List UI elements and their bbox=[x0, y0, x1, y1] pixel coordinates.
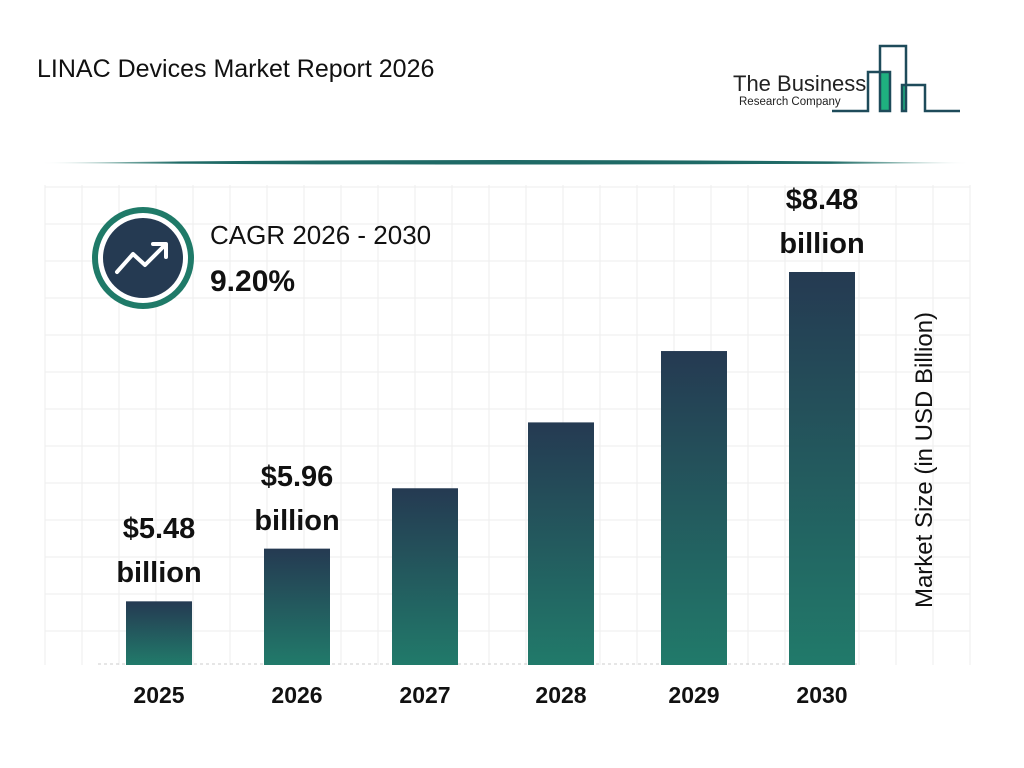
data-label: $8.48 billion bbox=[752, 178, 892, 266]
bar-2025 bbox=[126, 601, 192, 665]
bar-2026 bbox=[264, 548, 330, 665]
x-tick-label: 2030 bbox=[796, 682, 848, 708]
data-label-line1: $8.48 bbox=[785, 184, 859, 216]
bar-2030 bbox=[789, 272, 855, 665]
data-label-line2: billion bbox=[116, 557, 202, 590]
logo-buildings-icon bbox=[832, 44, 960, 113]
x-tick-label: 2028 bbox=[535, 682, 587, 708]
company-logo: The Business Research Company bbox=[720, 40, 970, 120]
data-label-line1: $5.48 bbox=[122, 513, 196, 546]
data-label: $5.96 billion bbox=[227, 455, 367, 543]
x-tick-label: 2025 bbox=[133, 682, 185, 708]
x-tick-label: 2029 bbox=[668, 682, 720, 708]
x-tick-label: 2027 bbox=[399, 682, 451, 708]
y-axis-label: Market Size (in USD Billion) bbox=[911, 311, 938, 609]
data-label: $5.48 billion bbox=[89, 507, 229, 595]
cagr-label: CAGR 2026 - 2030 bbox=[210, 220, 432, 250]
data-label-line2: billion bbox=[254, 504, 340, 537]
cagr-badge-icon bbox=[92, 207, 194, 309]
cagr-value: 9.20% bbox=[210, 265, 296, 298]
data-label-line2: billion bbox=[779, 228, 865, 260]
bar-2027 bbox=[392, 488, 458, 665]
page-title: LINAC Devices Market Report 2026 bbox=[37, 55, 435, 83]
logo-text-line1: The Business bbox=[733, 71, 867, 96]
logo-text-line2: Research Company bbox=[739, 96, 841, 108]
header-divider bbox=[40, 160, 970, 165]
bar-2029 bbox=[661, 351, 727, 665]
x-tick-label: 2026 bbox=[271, 682, 323, 708]
data-label-line1: $5.96 bbox=[260, 460, 334, 493]
bar-2028 bbox=[528, 422, 594, 665]
